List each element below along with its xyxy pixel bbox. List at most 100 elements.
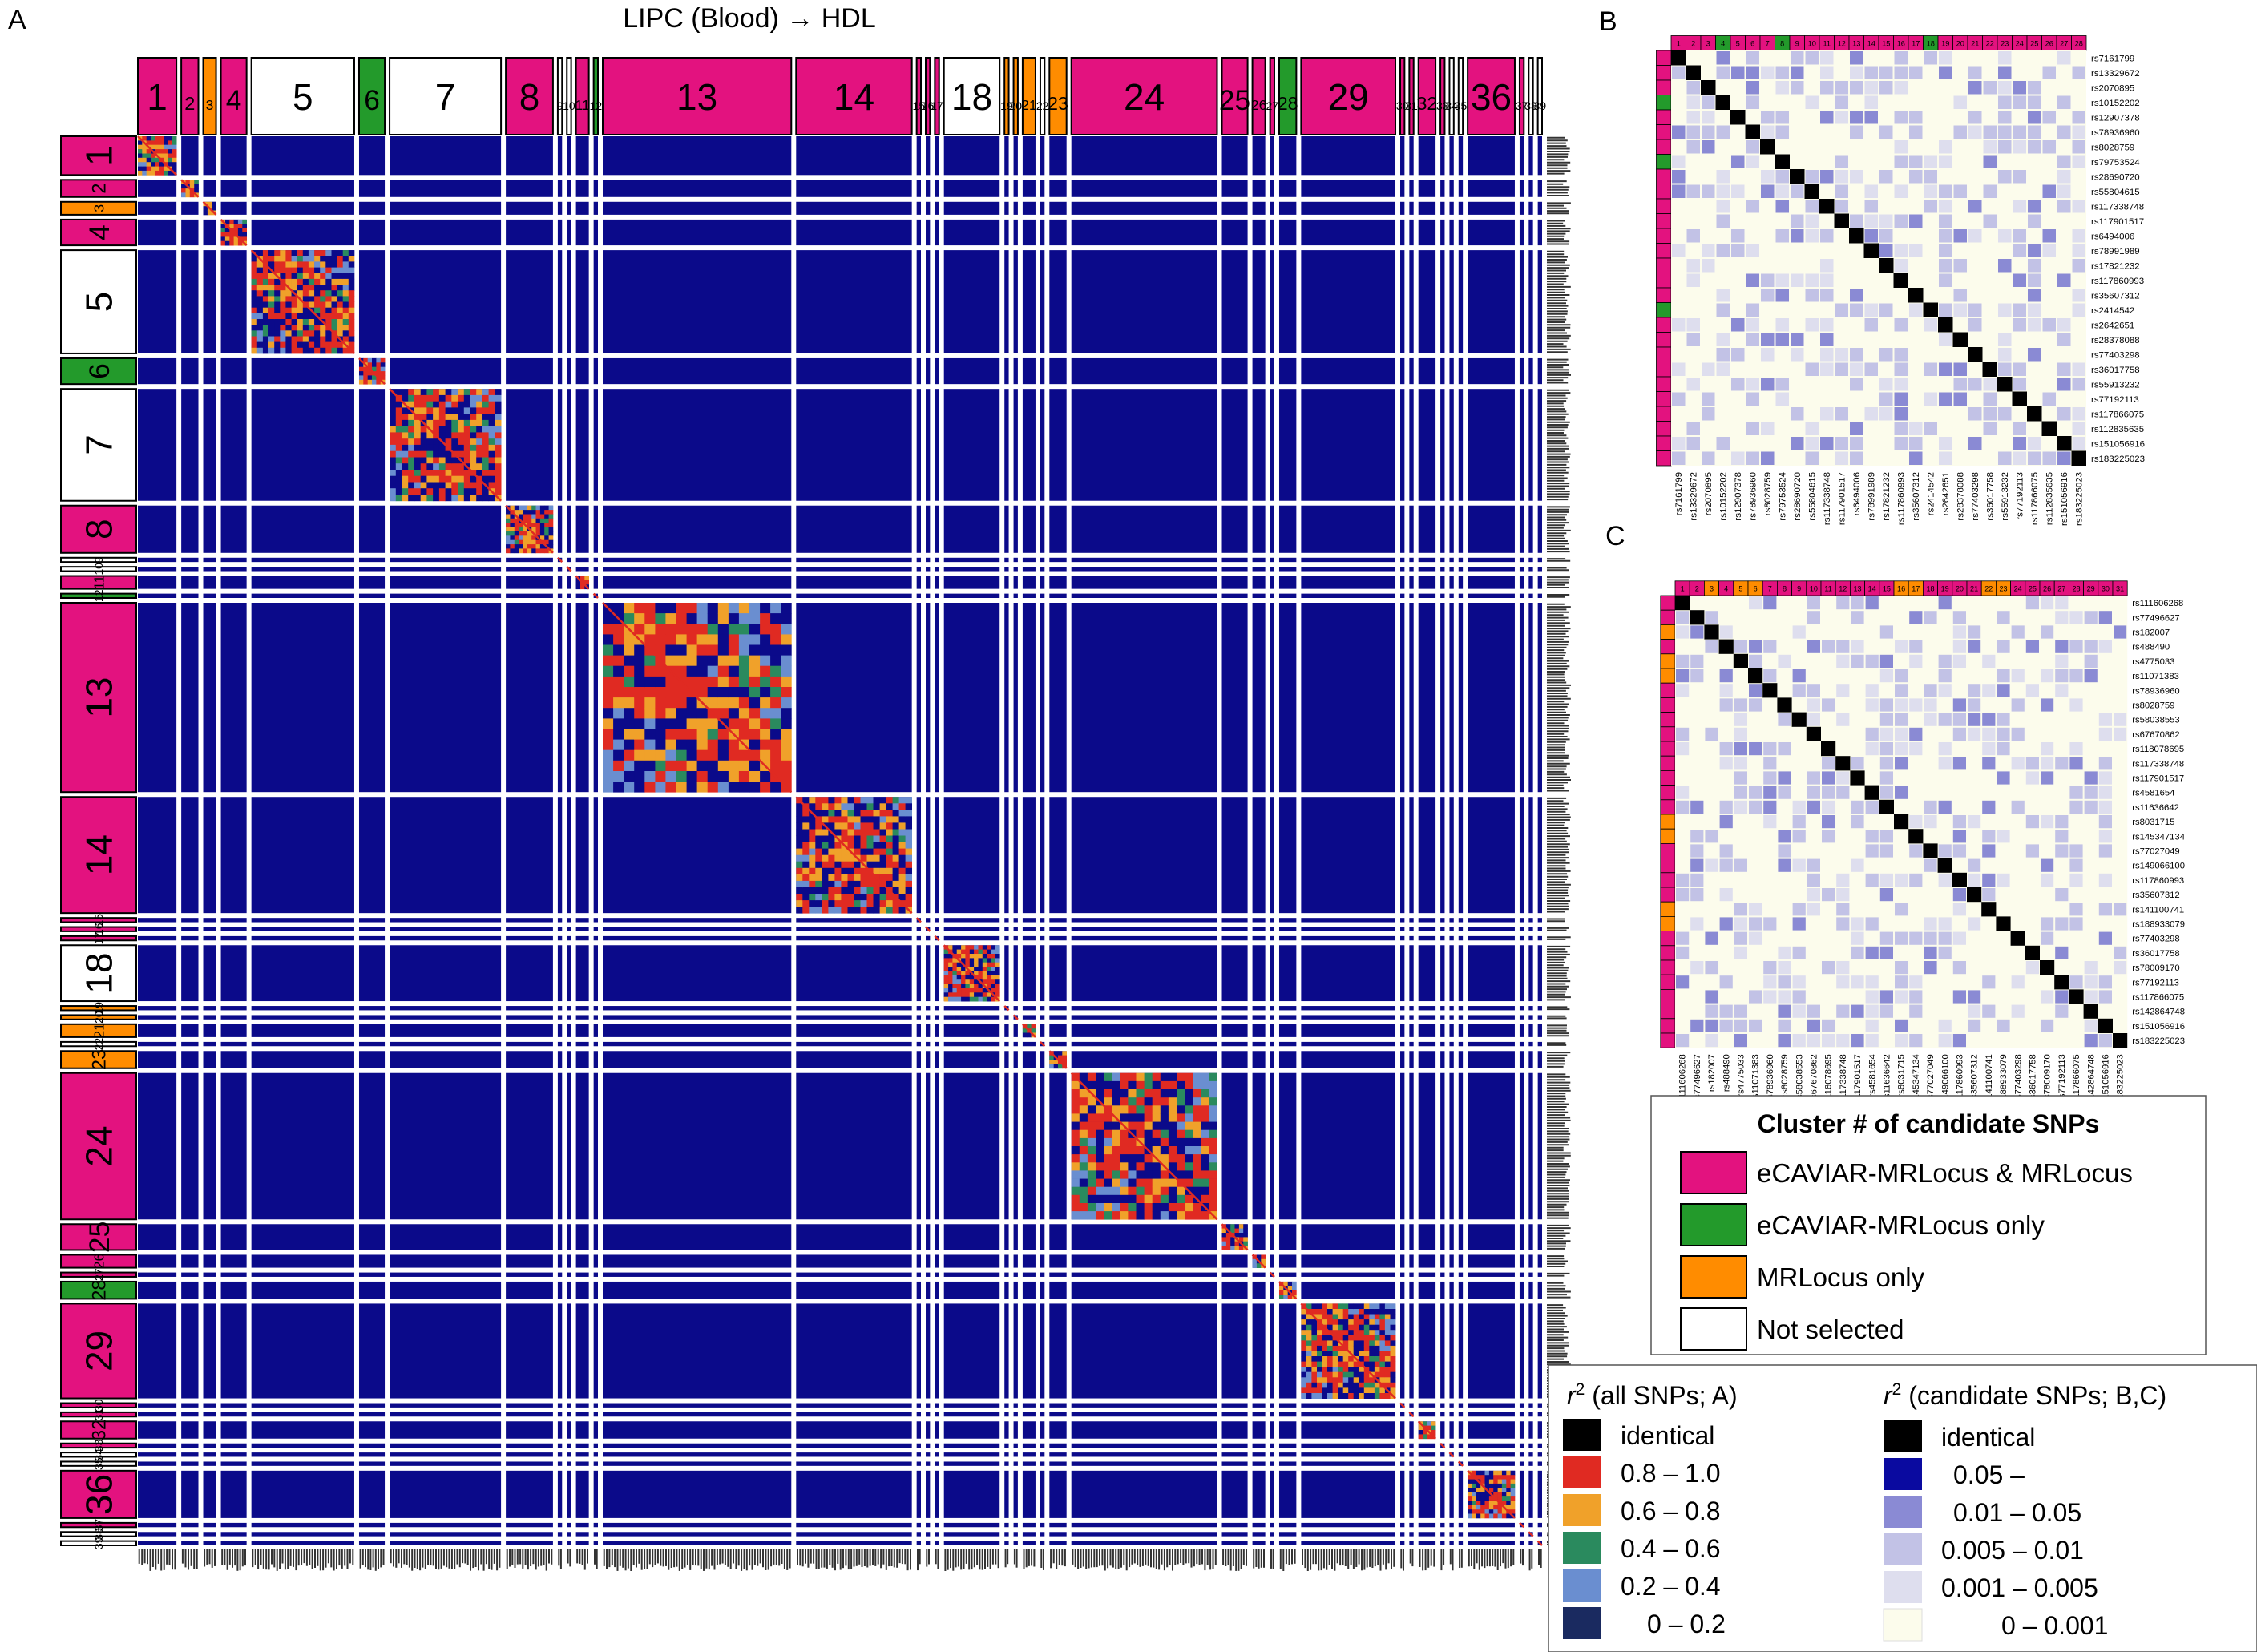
ld-cell: [982, 954, 987, 959]
ld-cell: [420, 450, 427, 458]
ld-cell: [1112, 1186, 1120, 1196]
ld-cell: [644, 782, 656, 793]
gap-row: [138, 1527, 1542, 1533]
ld-cell: [1144, 1170, 1153, 1179]
ld-cell: [1348, 1330, 1355, 1336]
ld-cell: [414, 488, 422, 495]
panel-c-ld-cell: [1690, 625, 1704, 639]
ld-cell: [624, 760, 635, 772]
ld-cell: [1374, 1314, 1380, 1320]
panel-b-ld-cell: [1924, 51, 1937, 65]
panel-c-identical-cell: [1967, 887, 1982, 903]
panel-c-ld-cell: [1734, 903, 1747, 916]
panel-b-top-cluster-number: 15: [1882, 39, 1890, 47]
ld-cell: [390, 470, 397, 477]
ld-cell: [488, 444, 495, 452]
ld-cell: [717, 655, 729, 667]
panel-b-identical-cell: [1863, 243, 1879, 258]
cluster-label-top-35: 35: [1455, 99, 1468, 112]
ld-cell: [408, 450, 415, 458]
ld-cell: [237, 232, 243, 237]
ld-cell: [1306, 1345, 1312, 1351]
ld-cell: [495, 488, 502, 495]
ld-cell: [655, 782, 666, 793]
ld-cell: [1359, 1324, 1365, 1331]
panel-b-ld-cell: [1879, 392, 1893, 406]
ld-cell: [1120, 1113, 1128, 1122]
ld-cell: [1431, 1421, 1436, 1427]
panel-c-identical-cell: [1835, 756, 1851, 771]
gap-row: [138, 214, 1542, 220]
ld-cell: [325, 261, 332, 268]
panel-c-ld-cell: [1807, 873, 1820, 887]
ld-cell: [535, 544, 541, 549]
panel-b-ld-cell: [1850, 422, 1863, 435]
panel-c-ld-cell: [1895, 727, 1908, 741]
ld-cell: [420, 495, 427, 502]
panel-c-ld-cell: [1895, 640, 1908, 653]
ld-cell: [822, 835, 829, 842]
ld-cell: [634, 613, 645, 624]
ld-cell: [426, 470, 434, 477]
ld-cell: [539, 548, 545, 554]
ld-cell: [488, 426, 495, 433]
ld-cell: [1374, 1361, 1380, 1367]
ld-cell: [1185, 1211, 1193, 1220]
ld-cell: [251, 278, 258, 285]
ld-cell: [1112, 1105, 1120, 1114]
ld-cell: [644, 613, 656, 624]
ld-cell: [886, 867, 893, 875]
ld-cell: [268, 319, 275, 325]
ld-cell: [476, 394, 483, 402]
ld-cell: [1201, 1146, 1209, 1155]
ld-cell: [956, 984, 962, 989]
ld-cell: [1480, 1496, 1485, 1501]
ld-cell: [1185, 1105, 1193, 1114]
panel-b-ld-cell: [2072, 111, 2085, 124]
ld-cell: [274, 330, 281, 337]
ld-cell: [451, 470, 458, 477]
ld-cell: [291, 319, 298, 325]
ld-cell: [892, 867, 899, 875]
ld-cell: [523, 535, 528, 541]
ld-cell: [1144, 1211, 1153, 1220]
ld-cell: [1225, 1246, 1231, 1250]
diagonal-segment: [180, 179, 200, 198]
ld-cell: [1476, 1488, 1481, 1493]
ld-cell: [408, 495, 415, 502]
panel-b-ld-cell: [2072, 125, 2085, 139]
cluster-box-top-14: [795, 57, 913, 135]
ld-cell: [707, 634, 719, 645]
panel-b-ld-cell: [1998, 407, 2012, 421]
panel-b-identical-cell: [1671, 50, 1686, 66]
panel-c-ld-cell: [1705, 830, 1718, 843]
ld-cell: [1506, 1475, 1511, 1480]
ld-cell: [665, 687, 676, 698]
ld-cell: [898, 861, 906, 869]
ld-cell: [1359, 1356, 1365, 1362]
panel-b-snp-label-right: rs8028759: [2091, 143, 2134, 152]
ld-cell: [1322, 1361, 1328, 1367]
ld-cell: [207, 210, 212, 216]
ld-cell: [438, 463, 446, 471]
ld-cell: [644, 718, 656, 729]
ld-cell: [548, 523, 554, 527]
ld-cell: [974, 962, 979, 967]
ld-cell: [978, 954, 983, 959]
ld-cell: [151, 136, 155, 141]
panel-c-ld-cell: [1865, 975, 1879, 989]
panel-c-snp-label-bottom: rs117901517: [1853, 1054, 1863, 1106]
ld-cell: [402, 482, 409, 489]
panel-b-ld-cell: [2013, 170, 2026, 184]
ld-cell: [331, 307, 337, 314]
ld-cell: [898, 887, 906, 895]
panel-b-ld-cell: [1864, 81, 1878, 95]
ld-cell: [463, 401, 470, 408]
panel-b-ld-cell: [1983, 155, 1997, 168]
ld-cell: [1292, 1290, 1297, 1295]
cluster-box-left-27: [60, 1271, 137, 1278]
ld-cell: [1359, 1330, 1365, 1336]
cluster-box-top-13: [602, 57, 793, 135]
ld-cell: [1476, 1509, 1481, 1514]
ld-cell: [470, 414, 477, 421]
